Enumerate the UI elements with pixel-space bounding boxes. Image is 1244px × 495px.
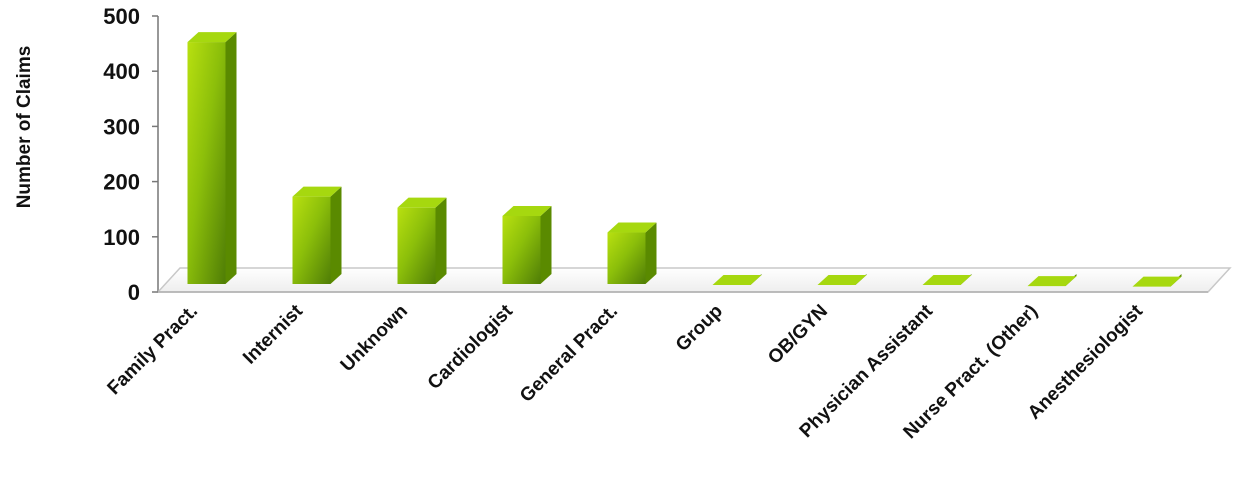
bar-front	[397, 207, 436, 284]
category-label: General Pract.	[516, 301, 622, 407]
bar-side	[435, 197, 447, 284]
bar	[922, 274, 972, 285]
category-label: OB/GYN	[764, 301, 832, 369]
y-tick-label: 300	[103, 114, 140, 139]
category-labels: Family Pract. Internist Unknown Cardiologis…	[104, 300, 1148, 443]
bar	[607, 222, 657, 284]
category-label: Internist	[239, 300, 307, 368]
bar	[1132, 274, 1182, 287]
bar	[502, 205, 552, 284]
bar-top	[1027, 276, 1077, 287]
y-tick-label: 200	[103, 170, 140, 195]
y-tick-label: 100	[103, 225, 140, 250]
bar-front	[607, 232, 646, 284]
bar-side	[330, 186, 342, 284]
bar-top	[397, 197, 447, 208]
bar-front	[292, 196, 331, 284]
bar	[1027, 274, 1077, 287]
bar-top	[187, 32, 237, 43]
bar-top	[817, 274, 867, 285]
bar	[817, 274, 867, 285]
bar-side	[645, 222, 657, 284]
bar-top	[607, 222, 657, 233]
category-label: Unknown	[337, 301, 412, 376]
bar	[712, 274, 762, 285]
category-label: Group	[672, 301, 727, 356]
bar-side	[540, 205, 552, 284]
bar-top	[1132, 276, 1182, 287]
y-tick-label: 400	[103, 59, 140, 84]
bar-side	[225, 32, 237, 284]
y-tick-label: 0	[128, 280, 140, 305]
bar-top	[292, 186, 342, 197]
bar-top	[502, 205, 552, 216]
y-tick-label: 500	[103, 4, 140, 29]
bar-top	[922, 274, 972, 285]
bar-front	[502, 215, 541, 284]
y-ticks: 0 100 200 300 400 500	[103, 4, 158, 305]
bar-front	[187, 42, 226, 284]
category-label: Family Pract.	[104, 301, 202, 399]
bar	[187, 32, 237, 284]
bar	[397, 197, 447, 284]
bar-top	[712, 274, 762, 285]
bars	[187, 32, 1182, 287]
category-label: Anesthesiologist	[1024, 300, 1148, 424]
bar	[292, 186, 342, 284]
category-label: Cardiologist	[424, 300, 518, 394]
y-axis-title: Number of Claims	[14, 46, 35, 209]
